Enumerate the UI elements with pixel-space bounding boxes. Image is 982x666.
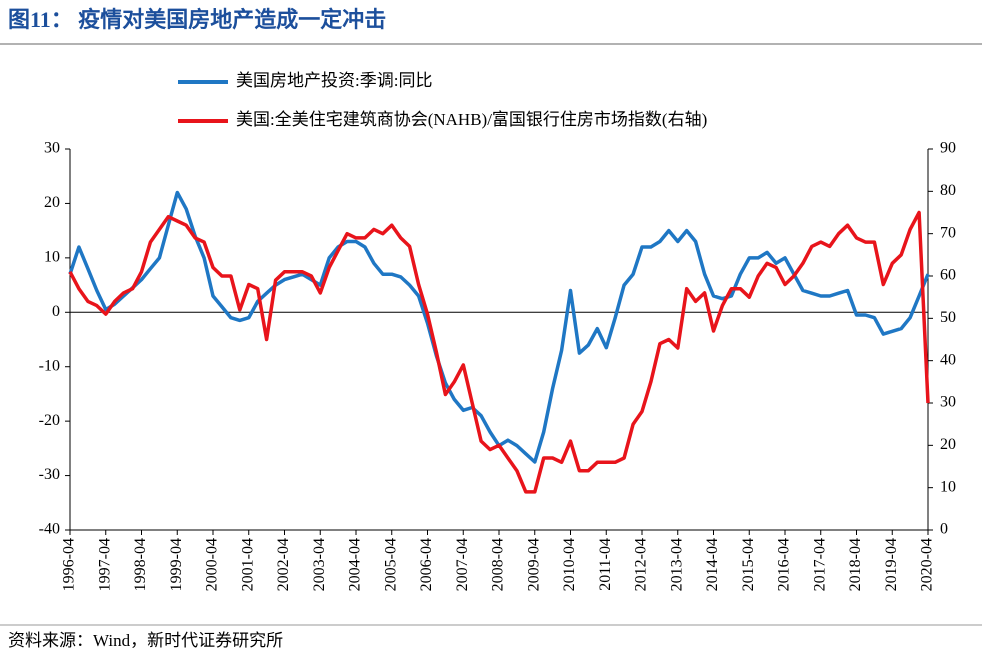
- x-tick-label: 1996-04: [61, 538, 78, 591]
- y-tick-label: -10: [39, 357, 60, 374]
- x-tick-label: 2019-04: [883, 538, 900, 591]
- y2-tick-label: 40: [940, 351, 956, 368]
- page-title: 图11： 疫情对美国房地产造成一定冲击: [8, 7, 386, 32]
- x-tick-label: 2010-04: [561, 538, 578, 591]
- x-tick-label: 2006-04: [418, 538, 435, 591]
- x-tick-label: 2004-04: [347, 538, 364, 591]
- x-tick-label: 2007-04: [454, 538, 471, 591]
- y2-tick-label: 10: [940, 478, 956, 495]
- legend-label: 美国房地产投资:季调:同比: [236, 71, 432, 90]
- x-tick-label: 2013-04: [668, 538, 685, 591]
- x-tick-label: 2001-04: [239, 538, 256, 591]
- x-tick-label: 2008-04: [490, 538, 507, 591]
- y-tick-label: -20: [39, 412, 60, 429]
- y-tick-label: 0: [52, 303, 60, 320]
- y2-tick-label: 70: [940, 224, 956, 241]
- y2-tick-label: 0: [940, 521, 948, 538]
- line-series: [68, 190, 930, 464]
- y-tick-label: -30: [39, 466, 60, 483]
- x-tick-label: 1997-04: [96, 538, 113, 591]
- y-tick-label: -40: [39, 521, 60, 538]
- line-series: [68, 210, 930, 494]
- x-tick-label: 2003-04: [311, 538, 328, 591]
- legend-label: 美国:全美住宅建筑商协会(NAHB)/富国银行住房市场指数(右轴): [236, 110, 707, 129]
- x-tick-label: 2002-04: [275, 538, 292, 591]
- y2-tick-label: 80: [940, 182, 956, 199]
- y-tick-label: 10: [44, 249, 60, 266]
- x-tick-label: 2014-04: [704, 538, 721, 591]
- x-tick-label: 2000-04: [204, 538, 221, 591]
- source-note: 资料来源：Wind，新时代证券研究所: [8, 631, 283, 650]
- x-tick-label: 2020-04: [919, 538, 936, 591]
- x-tick-label: 2011-04: [597, 538, 614, 591]
- y2-tick-label: 30: [940, 394, 956, 411]
- x-tick-label: 1999-04: [168, 538, 185, 591]
- y-tick-label: 30: [44, 140, 60, 157]
- y2-tick-label: 90: [940, 140, 956, 157]
- x-tick-label: 2009-04: [525, 538, 542, 591]
- y2-tick-label: 60: [940, 267, 956, 284]
- y-tick-label: 20: [44, 194, 60, 211]
- x-tick-label: 2012-04: [633, 538, 650, 591]
- x-tick-label: 2017-04: [811, 538, 828, 591]
- y2-tick-label: 20: [940, 436, 956, 453]
- x-tick-label: 1998-04: [132, 538, 149, 591]
- x-tick-label: 2018-04: [847, 538, 864, 591]
- x-tick-label: 2016-04: [776, 538, 793, 591]
- x-tick-label: 2005-04: [382, 538, 399, 591]
- y2-tick-label: 50: [940, 309, 956, 326]
- x-tick-label: 2015-04: [740, 538, 757, 591]
